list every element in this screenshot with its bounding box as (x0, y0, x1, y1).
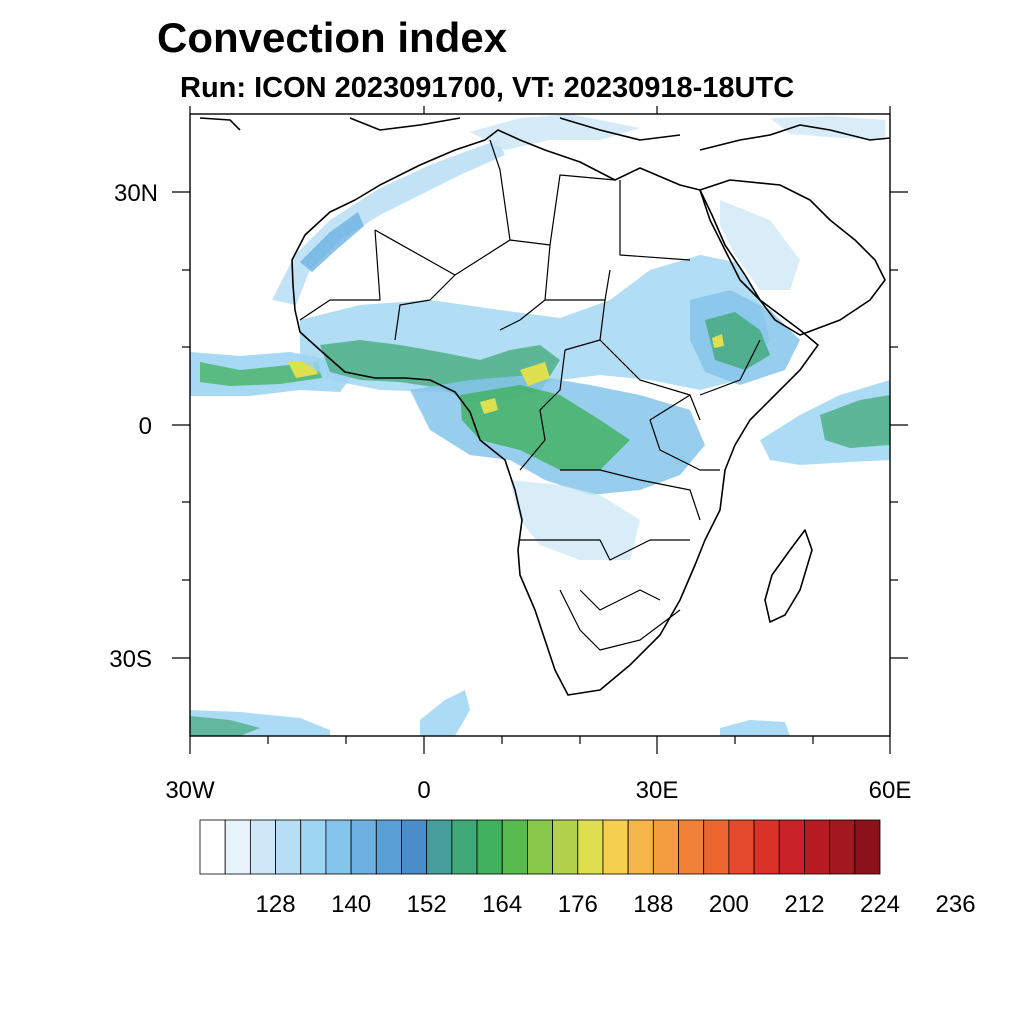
colorbar-swatch (300, 819, 327, 875)
colorbar-swatch (552, 819, 579, 875)
europe-coastline (199, 117, 891, 151)
convection-core-congo (460, 385, 630, 470)
colorbar-swatch (451, 819, 478, 875)
colorbar-label: 236 (936, 891, 976, 918)
lat-tick-30s: 30S (109, 646, 152, 673)
colorbar-swatch (501, 819, 528, 875)
colorbar-swatch (753, 819, 780, 875)
axis-ticks (172, 106, 908, 754)
colorbar-swatch (350, 819, 377, 875)
colorbar-swatch (249, 819, 276, 875)
colorbar-swatch (199, 819, 226, 875)
convection-band-south-east (720, 720, 790, 736)
colorbar-swatch (275, 819, 302, 875)
lon-tick-0: 0 (417, 777, 430, 804)
convection-core-south-west (190, 716, 260, 736)
colorbar-label: 140 (331, 891, 371, 918)
colorbar-swatch (224, 819, 251, 875)
colorbar-swatch (778, 819, 805, 875)
map-title: Convection index (157, 14, 508, 61)
colorbar-swatch (602, 819, 629, 875)
lat-tick-0: 0 (139, 413, 152, 440)
convection-peak-congo-2 (480, 398, 498, 414)
convection-core-ethiopia (705, 312, 770, 370)
colorbar-swatch (627, 819, 654, 875)
colorbar-labels: 128 140 152 164 176 188 200 212 224 236 (256, 891, 976, 918)
colorbar-swatch (325, 819, 352, 875)
convection-band-nw-coast (272, 140, 505, 305)
colorbar (199, 819, 881, 875)
lon-tick-30w: 30W (165, 777, 215, 804)
country-borders (299, 139, 761, 651)
madagascar-coastline (764, 529, 813, 623)
colorbar-swatch (476, 819, 503, 875)
convection-band-arabia (720, 200, 800, 290)
convection-core-nw-coast (300, 212, 364, 272)
colorbar-swatch (804, 819, 831, 875)
colorbar-label: 152 (407, 891, 447, 918)
colorbar-label: 212 (784, 891, 824, 918)
colorbar-label: 176 (558, 891, 598, 918)
colorbar-swatch (527, 819, 553, 875)
lat-tick-30n: 30N (114, 180, 158, 207)
colorbar-swatch (577, 819, 604, 875)
convection-core-indian-ocean (820, 395, 890, 448)
colorbar-swatch (426, 819, 453, 875)
colorbar-swatch (829, 819, 856, 875)
colorbar-label: 224 (860, 891, 900, 918)
convection-peak-ethiopia (712, 334, 724, 348)
colorbar-swatch (854, 819, 881, 875)
colorbar-label: 128 (256, 891, 296, 918)
lon-tick-60e: 60E (869, 777, 912, 804)
colorbar-swatch (375, 819, 402, 875)
colorbar-swatch (652, 819, 679, 875)
africa-coastline (291, 129, 819, 696)
convection-band-south-mid (420, 690, 470, 736)
lon-tick-30e: 30E (636, 777, 679, 804)
colorbar-swatch (401, 819, 428, 875)
colorbar-swatch (728, 819, 755, 875)
convection-peak-congo (520, 362, 550, 386)
colorbar-swatch (703, 819, 730, 875)
colorbar-swatch (678, 819, 705, 875)
map-subtitle: Run: ICON 2023091700, VT: 20230918-18UTC (180, 72, 795, 104)
convection-field (190, 114, 890, 736)
colorbar-label: 188 (633, 891, 673, 918)
convection-band-north (470, 114, 640, 150)
colorbar-label: 164 (482, 891, 522, 918)
colorbar-label: 200 (709, 891, 749, 918)
coastlines (199, 117, 891, 696)
convection-band-south-congo (510, 480, 640, 560)
convection-band-northeast (770, 116, 885, 140)
arabia-coastline (699, 179, 886, 336)
